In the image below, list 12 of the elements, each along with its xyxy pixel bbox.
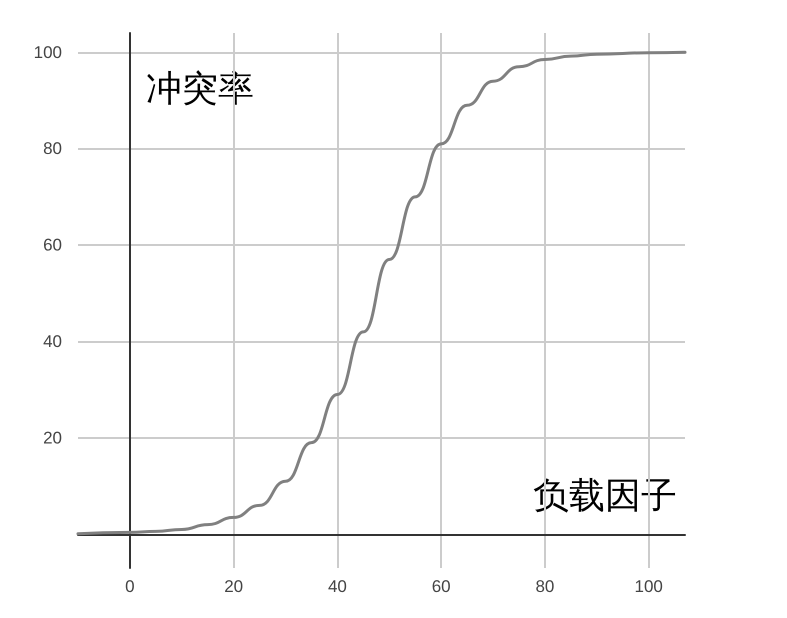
y-tick-label: 20	[43, 428, 62, 448]
x-tick-label: 0	[125, 577, 135, 596]
x-tick-label: 40	[328, 577, 347, 596]
x-tick-label: 80	[535, 577, 554, 596]
line-series	[76, 50, 686, 536]
y-tick-label: 80	[43, 139, 62, 158]
x-tick-label: 100	[634, 577, 663, 596]
x-tick-label: 20	[224, 577, 244, 596]
y-tick-label: 100	[34, 42, 62, 62]
y-tick-label: 40	[43, 332, 62, 351]
y-tick-label: 60	[43, 236, 62, 255]
x-tick-label: 60	[432, 577, 451, 596]
